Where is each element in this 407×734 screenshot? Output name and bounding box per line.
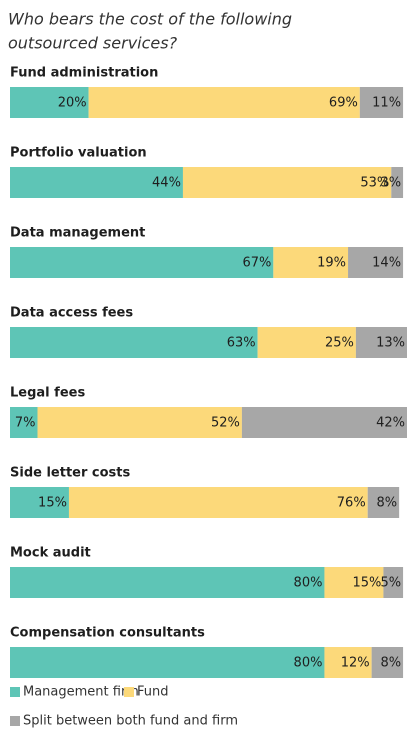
bar-segment [273,247,349,278]
value-label: 53% [360,176,389,191]
value-label: 42% [376,416,405,431]
legend-label: Management firm [23,685,139,700]
category-label: Fund administration [10,66,158,81]
category-label: Data management [10,226,145,241]
bar-segment [68,487,368,518]
value-label: 5% [380,576,401,591]
value-label: 76% [337,496,366,511]
bar-segment [10,327,258,358]
value-label: 25% [325,336,354,351]
value-label: 7% [15,416,36,431]
value-label: 80% [294,576,323,591]
bar-segment [324,647,372,678]
value-label: 8% [377,496,398,511]
legend-label: Split between both fund and firm [23,714,238,729]
bar-segment [371,647,404,678]
bar-segment [241,407,407,438]
value-label: 15% [38,496,67,511]
value-label: 67% [242,256,271,271]
value-label: 69% [329,96,358,111]
value-label: 44% [152,176,181,191]
bar-segment [359,87,404,118]
legend-swatch [10,687,20,697]
value-label: 8% [380,656,401,671]
category-label: Portfolio valuation [10,146,147,161]
bar-segment [10,407,38,438]
bar-segment [10,87,89,118]
value-label: 12% [341,656,370,671]
bar-segment [37,407,242,438]
value-label: 13% [376,336,405,351]
legend-label: Fund [137,685,169,700]
value-label: 80% [294,656,323,671]
category-label: Compensation consultants [10,626,205,641]
value-label: 15% [353,576,382,591]
bar-segment [10,567,325,598]
bar-segment [324,567,384,598]
bar-segment [355,327,407,358]
chart-title: Who bears the cost of the following [8,10,292,29]
chart-title: outsourced services? [8,34,178,53]
value-label: 3% [380,176,401,191]
value-label: 20% [58,96,87,111]
category-label: Side letter costs [10,466,131,481]
bar-segment [257,327,356,358]
category-label: Mock audit [10,546,91,561]
bar-segment [10,167,183,198]
value-label: 11% [372,96,401,111]
value-label: 14% [372,256,401,271]
bar-segment [10,247,274,278]
category-label: Legal fees [10,386,85,401]
value-label: 52% [211,416,240,431]
bar-segment [348,247,404,278]
bar-segment [88,87,360,118]
bar-segment [391,167,404,198]
bar-segment [10,487,69,518]
legend-swatch [10,716,20,726]
category-label: Data access fees [10,306,133,321]
value-label: 19% [317,256,346,271]
bar-segment [182,167,392,198]
legend-swatch [124,687,134,697]
bar-segment [10,647,325,678]
value-label: 63% [227,336,256,351]
bar-segment [383,567,404,598]
bar-segment [367,487,400,518]
